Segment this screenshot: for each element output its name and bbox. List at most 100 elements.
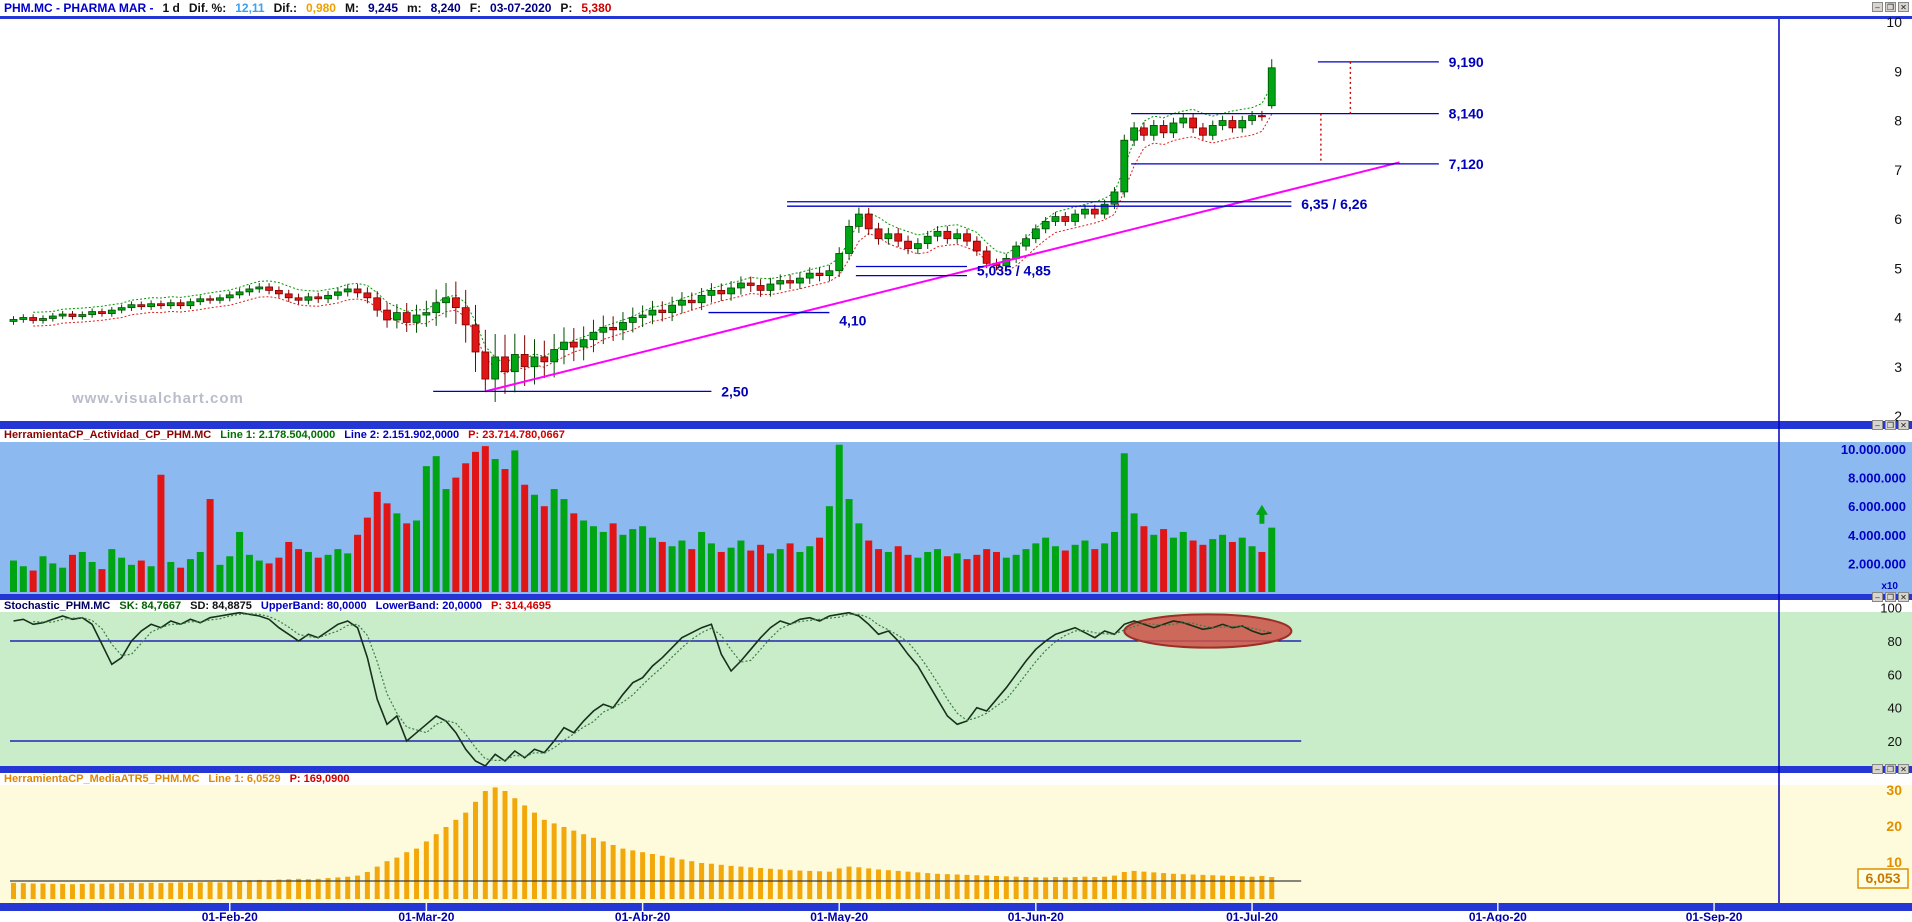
window-controls: – ❐ ✕: [1872, 420, 1909, 430]
maximize-button[interactable]: ❐: [1885, 592, 1896, 602]
envelope-bands: [33, 85, 1273, 375]
volume-bars: [10, 444, 1276, 592]
minimize-button[interactable]: –: [1872, 764, 1883, 774]
main-header-field: 9,245: [367, 1, 398, 15]
titlebar-separator: [0, 16, 1912, 19]
price-axis-tick: 10: [1886, 14, 1902, 30]
stochastic-axis-tick: 20: [1888, 734, 1902, 749]
price-level-label: 6,35 / 6,26: [1301, 196, 1367, 212]
stochastic: [10, 611, 1302, 768]
volume-axis-tick: 10.000.000: [1841, 442, 1906, 457]
volume-panel-header: HerramientaCP_Actividad_CP_PHM.MC Line 1:…: [0, 429, 1912, 442]
stochastic-header-field: SD: 84,8875: [190, 600, 252, 612]
main-header-field: Dif.:: [273, 1, 297, 15]
month-ticks: [229, 903, 1715, 911]
close-button[interactable]: ✕: [1898, 420, 1909, 430]
panel-divider: [0, 766, 1912, 773]
atr-panel-header: HerramientaCP_MediaATR5_PHM.MC Line 1: 6,…: [0, 773, 1912, 785]
maximize-button[interactable]: ❐: [1885, 420, 1896, 430]
maximize-button[interactable]: ❐: [1885, 764, 1896, 774]
trendline[interactable]: [485, 161, 1400, 393]
volume-header-field: HerramientaCP_Actividad_CP_PHM.MC: [4, 429, 212, 441]
minimize-button[interactable]: –: [1872, 592, 1883, 602]
main-header-field: 12,11: [235, 1, 265, 15]
stochastic-axis-tick: 60: [1888, 667, 1902, 682]
atr-current-box: [1857, 868, 1909, 889]
main-header-field: Dif. %:: [188, 1, 227, 15]
atr-axis-tick: 20: [1886, 818, 1902, 834]
minimize-button[interactable]: –: [1872, 420, 1883, 430]
price-level-label: 4,10: [839, 313, 866, 329]
stochastic-header-field: UpperBand: 80,0000: [260, 600, 367, 612]
date-label: 01-Mar-20: [398, 910, 455, 922]
date-axis-labels[interactable]: 01-Feb-20 01-Mar-20 01-Abr-20 01-May-20 01-J…: [0, 910, 1912, 922]
price-axis-tick: 4: [1894, 310, 1902, 326]
candles: [9, 59, 1276, 402]
price-axis-tick: 3: [1894, 359, 1902, 375]
date-label: 01-Jul-20: [1226, 910, 1279, 922]
date-label: 01-Abr-20: [614, 910, 671, 922]
atr-header-field: P: 169,0900: [289, 773, 350, 785]
volume-header-field: P: 23.714.780,0667: [468, 429, 565, 441]
window-controls: – ❐ ✕: [1872, 592, 1909, 602]
stochastic-axis-tick: 40: [1888, 701, 1902, 716]
date-axis-strip[interactable]: [0, 903, 1912, 911]
main-header-field: 03-07-2020: [490, 1, 552, 15]
volume-axis-multiplier: x10: [1881, 581, 1898, 592]
main-header-field: M:: [344, 1, 359, 15]
sk-line: [13, 611, 1272, 768]
volume-axis-tick: 6.000.000: [1848, 499, 1906, 514]
main-header-field: 5,380: [581, 1, 612, 15]
date-label: 01-Ago-20: [1468, 910, 1527, 922]
price-level-label: 2,50: [721, 383, 748, 399]
close-button[interactable]: ✕: [1898, 764, 1909, 774]
close-button[interactable]: ✕: [1898, 2, 1909, 12]
atr-current-value: 6,053: [1865, 870, 1900, 886]
main-chart-header: PHM.MC - PHARMA MAR - 1 d Dif. %: 12,11 Dif.…: [0, 0, 1912, 16]
highlight-ellipse[interactable]: [1123, 613, 1293, 649]
window-controls: – ❐ ✕: [1872, 2, 1909, 12]
date-label: 01-May-20: [810, 910, 869, 922]
date-label: 01-Sep-20: [1685, 910, 1743, 922]
stochastic-panel-header: Stochastic_PHM.MC SK: 84,7667 SD: 84,8875 U…: [0, 600, 1912, 612]
volume-header-field: Line 1: 2.178.504,0000: [220, 429, 336, 441]
main-header-field: P:: [560, 1, 573, 15]
watermark: www.visualchart.com: [72, 390, 244, 407]
close-button[interactable]: ✕: [1898, 592, 1909, 602]
atr-axis-tick: 30: [1886, 782, 1902, 798]
price-level-label: 5,035 / 4,85: [977, 263, 1051, 279]
atr-bars: [11, 787, 1275, 899]
main-header-field: F:: [469, 1, 482, 15]
stochastic-axis-tick: 80: [1888, 634, 1902, 649]
price-axis-tick: 2: [1894, 408, 1902, 424]
axis-labels: 10 9 8 7 6 5 4 3 2 10.000.000 8.000.000 6.000.000 4.…: [1841, 14, 1909, 889]
price-axis-tick: 5: [1894, 260, 1902, 276]
sd-line: [33, 613, 1272, 761]
stochastic-header-field: Stochastic_PHM.MC: [4, 600, 111, 612]
window-controls: – ❐ ✕: [1872, 764, 1909, 774]
price-level-label: 7,120: [1449, 156, 1484, 172]
main-header-field: m:: [407, 1, 422, 15]
price-level-label: 8,140: [1449, 106, 1484, 122]
date-label: 01-Jun-20: [1007, 910, 1064, 922]
price-axis-tick: 8: [1894, 113, 1902, 129]
volume-header-field: Line 2: 2.151.902,0000: [344, 429, 460, 441]
main-header-field: 8,240: [430, 1, 461, 15]
minimize-button[interactable]: –: [1872, 2, 1883, 12]
stochastic-axis-tick: 100: [1880, 601, 1902, 616]
stochastic-header-field: P: 314,4695: [491, 600, 551, 612]
volume-axis-tick: 2.000.000: [1848, 556, 1906, 571]
price-level-label: 9,190: [1449, 54, 1484, 70]
price-axis-tick: 7: [1894, 162, 1902, 178]
main-header-field: 0,980: [305, 1, 336, 15]
panel-divider: [0, 594, 1912, 600]
price-axis-tick: 9: [1894, 63, 1902, 79]
stochastic-header-field: LowerBand: 20,0000: [375, 600, 483, 612]
main-header-field: PHM.MC - PHARMA MAR -: [4, 1, 154, 15]
volume-axis-tick: 8.000.000: [1848, 471, 1906, 486]
atr-axis-tick: 10: [1886, 854, 1902, 870]
maximize-button[interactable]: ❐: [1885, 2, 1896, 12]
date-label: 01-Feb-20: [201, 910, 258, 922]
